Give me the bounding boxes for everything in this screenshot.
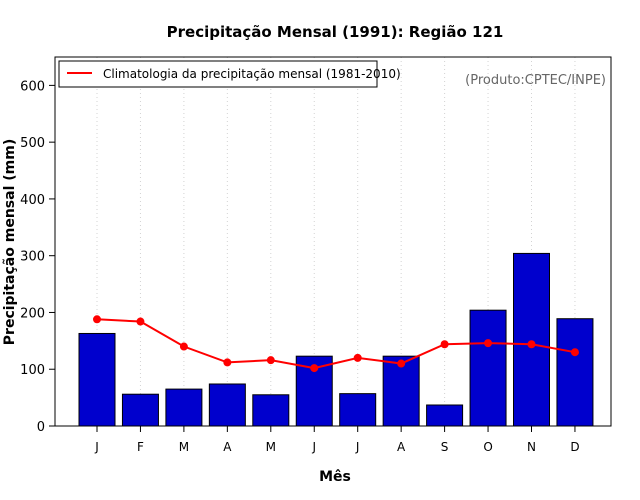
x-tick-label: A [397, 440, 406, 454]
x-tick-label: S [441, 440, 449, 454]
bar-7 [339, 393, 377, 427]
x-tick-label: N [527, 440, 536, 454]
climatology-point-12 [570, 348, 579, 357]
bar-10 [469, 309, 507, 427]
x-tick-label: O [483, 440, 492, 454]
legend-box [58, 60, 378, 88]
bar-5 [252, 394, 290, 427]
legend: Climatologia da precipitação mensal (198… [58, 60, 401, 88]
bar-11 [513, 252, 550, 427]
bar-12 [556, 318, 594, 427]
x-tick-label: A [223, 440, 232, 454]
climatology-line [93, 315, 579, 373]
y-tick-label: 300 [20, 250, 45, 265]
y-tick-label: 500 [20, 136, 45, 151]
x-tick-label: M [179, 440, 189, 454]
x-tick-label: F [137, 440, 144, 454]
climatology-point-8 [397, 359, 406, 368]
y-axis-label: Precipitação mensal (mm) [2, 139, 18, 345]
climatology-point-10 [484, 339, 493, 348]
climatology-point-1 [93, 315, 101, 324]
y-tick-label: 100 [20, 363, 45, 378]
climatology-point-7 [353, 353, 362, 362]
y-tick-label: 0 [37, 420, 45, 435]
grid [96, 57, 576, 426]
climatology-point-11 [527, 340, 536, 349]
bar-2 [121, 393, 159, 427]
x-tick-label: D [570, 440, 579, 454]
plot-frame [54, 56, 612, 427]
bar-3 [165, 388, 203, 427]
y-tick-label: 600 [20, 79, 45, 94]
climatology-point-4 [223, 358, 232, 367]
climatology-point-3 [179, 342, 188, 351]
bar-4 [208, 383, 246, 427]
climatology-series-line [96, 318, 576, 370]
bar-9 [426, 404, 464, 427]
climatology-point-5 [266, 356, 275, 365]
y-axis: 0 100 200 300 400 500 600 [20, 79, 55, 435]
climatology-point-9 [440, 340, 449, 349]
x-tick-label: J [311, 440, 316, 454]
legend-label: Climatologia da precipitação mensal (198… [103, 67, 401, 81]
chart-title: Precipitação Mensal (1991): Região 121 [167, 23, 504, 41]
x-axis-label: Mês [319, 469, 351, 485]
x-tick-label: M [266, 440, 276, 454]
y-tick-label: 200 [20, 306, 45, 321]
credit-text: (Produto:CPTEC/INPE) [465, 73, 606, 88]
bars [78, 252, 594, 427]
y-tick-label: 400 [20, 193, 45, 208]
bar-1 [78, 332, 116, 427]
climatology-point-2 [136, 317, 145, 326]
climatology-point-6 [310, 364, 319, 373]
x-tick-label: J [94, 440, 99, 454]
x-tick-label: J [355, 440, 360, 454]
